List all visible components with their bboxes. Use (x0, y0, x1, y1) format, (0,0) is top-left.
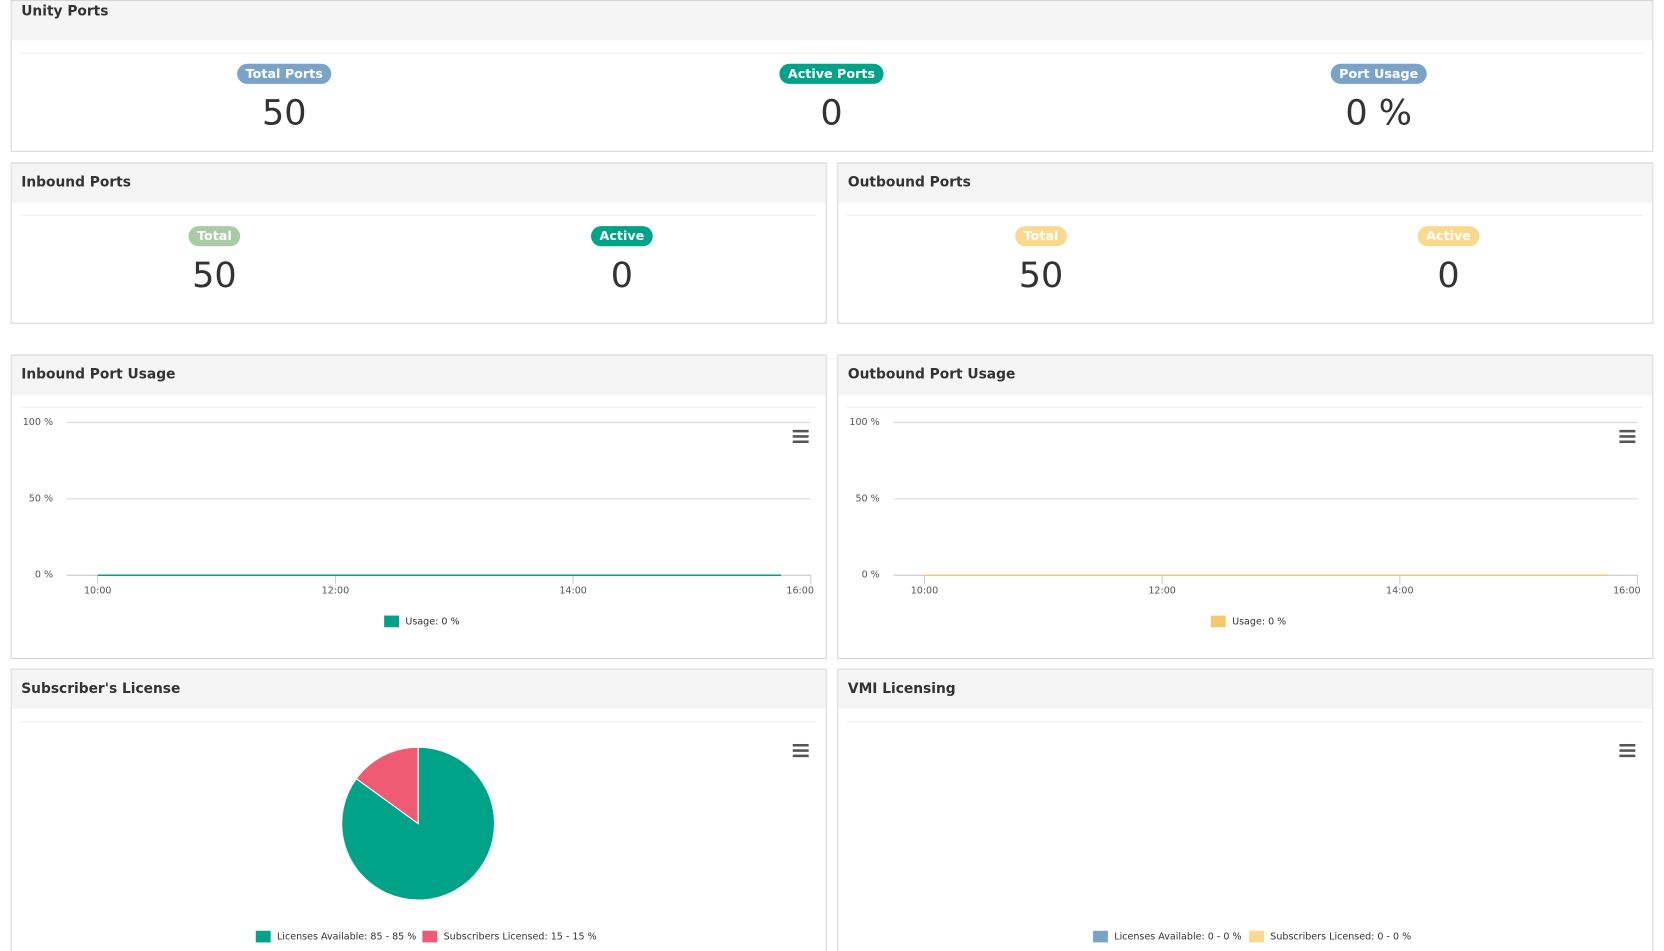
stat-badge-label: Active Ports (788, 67, 875, 82)
stat-value: 0 (611, 255, 633, 296)
menu-icon-bar (792, 743, 809, 747)
legend-label: Subscribers Licensed: 15 - 15 % (444, 932, 597, 943)
menu-icon-bar (792, 749, 809, 752)
menu-icon-bar (1619, 435, 1636, 438)
stat-badge-label: Active (600, 229, 645, 244)
panel-title: VMI Licensing (848, 681, 956, 697)
x-tick-label: 10:00 (84, 586, 112, 597)
stat-badge (1330, 63, 1427, 84)
pie-slice (355, 746, 419, 825)
stat-badge (237, 63, 332, 84)
menu-icon-bar (792, 440, 809, 444)
stat-value: 50 (1019, 255, 1064, 296)
menu-icon-bar (1619, 743, 1636, 747)
panel-header (838, 163, 1653, 203)
legend-swatch (1210, 615, 1226, 628)
stat-badge-label: Total Ports (246, 67, 323, 82)
y-tick-label: 50 % (855, 493, 879, 504)
x-tick-label: 16:00 (1613, 586, 1641, 597)
panel-title: Inbound Port Usage (21, 367, 175, 383)
y-tick-label: 0 % (35, 570, 53, 581)
panel-title: Inbound Ports (21, 175, 131, 191)
menu-icon-bar (1619, 749, 1636, 752)
x-tick-label: 16:00 (786, 586, 814, 597)
stat-value: 0 (1437, 255, 1459, 296)
legend-label: Licenses Available: 0 - 0 % (1114, 932, 1241, 943)
stat-value: 50 (192, 255, 237, 296)
y-tick-label: 100 % (849, 417, 879, 428)
stat-value: 0 % (1345, 93, 1412, 134)
panel (10, 354, 827, 660)
stat-value: 50 (262, 93, 307, 134)
legend-label: Usage: 0 % (405, 616, 459, 627)
x-tick-label: 10:00 (911, 586, 939, 597)
menu-icon-bar (792, 429, 809, 433)
stat-badge (1417, 226, 1480, 247)
x-tick-label: 12:00 (322, 586, 350, 597)
legend-swatch (384, 615, 400, 628)
y-tick-label: 100 % (23, 417, 53, 428)
panel-header (838, 355, 1653, 395)
stat-badge-label: Total (1024, 229, 1059, 244)
panel-header (838, 669, 1653, 709)
menu-icon-bar (792, 435, 809, 438)
panel (837, 354, 1654, 660)
stat-badge (188, 226, 241, 247)
panel-header (11, 1, 1653, 41)
stat-badge-label: Total (197, 229, 232, 244)
stat-badge-label: Active (1426, 229, 1471, 244)
legend-swatch (255, 930, 271, 943)
menu-icon-bar (1619, 754, 1636, 758)
legend-swatch (1249, 930, 1264, 943)
stat-badge (779, 63, 884, 84)
panel-header (11, 669, 826, 709)
x-tick-label: 12:00 (1148, 586, 1176, 597)
panel-header (11, 163, 826, 203)
y-tick-label: 50 % (29, 493, 53, 504)
panel-title: Subscriber's License (21, 681, 180, 697)
x-tick-label: 14:00 (559, 586, 587, 597)
legend-label: Subscribers Licensed: 0 - 0 % (1270, 932, 1411, 943)
panel-header (11, 355, 826, 395)
menu-icon-bar (792, 754, 809, 758)
y-tick-label: 0 % (862, 570, 880, 581)
legend-label: Usage: 0 % (1232, 616, 1286, 627)
panel-title: Unity Ports (21, 4, 108, 20)
menu-icon-bar (1619, 440, 1636, 444)
panel (837, 668, 1654, 951)
panel-title: Outbound Ports (848, 175, 971, 191)
x-tick-label: 14:00 (1386, 586, 1414, 597)
legend-swatch (422, 930, 438, 943)
legend-label: Licenses Available: 85 - 85 % (277, 932, 416, 943)
panel-title: Outbound Port Usage (848, 367, 1015, 383)
legend-swatch (1093, 930, 1108, 943)
stat-badge-label: Port Usage (1339, 67, 1418, 82)
menu-icon-bar (1619, 429, 1636, 433)
stat-value: 0 (820, 93, 842, 134)
stat-badge (1015, 226, 1067, 247)
stat-badge (591, 226, 653, 247)
